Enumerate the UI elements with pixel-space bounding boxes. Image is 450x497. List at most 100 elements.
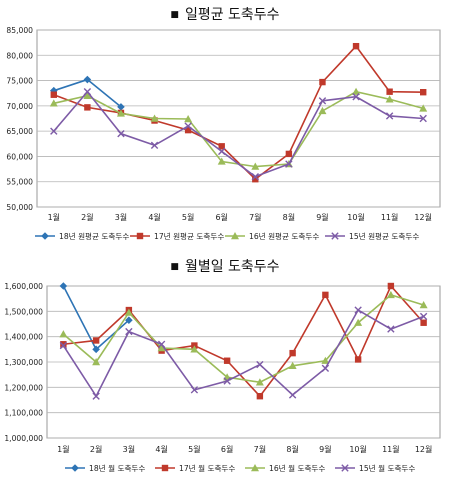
chart1-data-point-1 bbox=[50, 91, 57, 98]
chart2-ytick-label: 1,100,000 bbox=[4, 409, 43, 418]
chart2-data-point-3 bbox=[157, 340, 166, 348]
chart2-data-point-2 bbox=[288, 361, 297, 369]
chart1-xtick-label: 5월 bbox=[182, 212, 194, 222]
chart1-data-point-1 bbox=[386, 88, 393, 95]
title-bullet: ■ bbox=[170, 10, 179, 20]
chart2-xtick-label: 4월 bbox=[155, 444, 167, 454]
chart1-data-point-1 bbox=[84, 104, 91, 111]
chart2-ytick-label: 1,300,000 bbox=[4, 358, 43, 367]
chart2-data-point-3 bbox=[354, 306, 362, 314]
chart2-ytick-label: 1,400,000 bbox=[4, 333, 43, 342]
chart1-data-point-2 bbox=[419, 104, 428, 112]
chart1-data-point-0 bbox=[117, 103, 125, 111]
chart1-data-point-2 bbox=[150, 114, 159, 122]
chart1-data-point-1 bbox=[420, 89, 427, 96]
chart1-ytick-label: 50,000 bbox=[6, 203, 33, 212]
chart1-data-point-2 bbox=[184, 115, 193, 123]
chart1-data-point-3 bbox=[150, 141, 159, 149]
chart1-data-point-2 bbox=[318, 106, 327, 115]
chart2-data-point-3 bbox=[321, 364, 330, 373]
chart2-data-point-3 bbox=[223, 377, 231, 385]
chart2-data-point-1 bbox=[92, 337, 100, 344]
chart2-svg: 1,000,000 1,100,000 1,200,000 1,300,000 1,40… bbox=[4, 282, 441, 473]
chart1-data-point-2 bbox=[49, 99, 58, 107]
chart1-data-point-1 bbox=[218, 143, 225, 150]
chart1-legend-marker-3 bbox=[331, 232, 339, 240]
chart1-xtick-label: 11월 bbox=[381, 212, 399, 222]
chart1-xtick-label: 6월 bbox=[215, 212, 227, 222]
chart2-data-point-3 bbox=[256, 360, 264, 369]
chart1-ytick-label: 85,000 bbox=[6, 26, 33, 35]
chart1-legend-label-2: 16년 원평균 도축두수 bbox=[249, 231, 319, 241]
chart1-data-point-2 bbox=[217, 157, 226, 165]
chart1-ytick-label: 70,000 bbox=[6, 102, 33, 111]
chart2-data-point-2 bbox=[157, 344, 166, 352]
chart2-xtick-label: 8월 bbox=[286, 444, 298, 454]
chart1-xtick-label: 9월 bbox=[316, 212, 328, 222]
chart1-data-point-2 bbox=[83, 91, 92, 99]
chart1-data-point-1 bbox=[285, 150, 293, 158]
chart1-data-point-3 bbox=[419, 114, 427, 123]
chart2-ytick-label: 1,500,000 bbox=[4, 307, 43, 316]
chart1-xtick-label: 7월 bbox=[249, 212, 261, 222]
chart2-data-point-2 bbox=[419, 301, 428, 309]
chart1-data-point-1 bbox=[319, 78, 326, 86]
chart2-legend-label-2: 16년 월 도축두수 bbox=[269, 463, 325, 473]
chart1-ytick-label: 60,000 bbox=[6, 152, 33, 161]
chart1-xtick-label: 10월 bbox=[347, 212, 365, 222]
chart2-series-line-1 bbox=[63, 284, 425, 398]
chart1-data-point-0 bbox=[83, 75, 92, 84]
chart2-title: ■ 월별일 도축두수 bbox=[0, 256, 450, 276]
chart2-ytick-label: 1,000,000 bbox=[4, 434, 43, 443]
chart1-data-point-3 bbox=[285, 160, 293, 168]
chart1-series-line-3 bbox=[53, 90, 424, 178]
chart2-xtick-label: 10월 bbox=[349, 444, 367, 454]
chart1-xtick-label: 2월 bbox=[81, 212, 93, 222]
chart1-legend-label-3: 15년 원평균 도축두수 bbox=[349, 231, 419, 241]
chart1-ytick-label: 55,000 bbox=[6, 178, 33, 187]
chart2-data-point-3 bbox=[288, 391, 297, 399]
chart2-data-point-1 bbox=[354, 356, 362, 363]
chart2-data-point-1 bbox=[60, 341, 67, 348]
chart2-data-point-3 bbox=[190, 386, 199, 394]
chart2-ytick-label: 1,600,000 bbox=[4, 282, 43, 291]
chart2-data-point-3 bbox=[92, 392, 100, 400]
chart2-data-point-2 bbox=[386, 290, 395, 299]
chart1-data-point-3 bbox=[318, 97, 327, 105]
chart1-ytick-label: 75,000 bbox=[6, 77, 33, 86]
chart2-legend-marker-1 bbox=[161, 464, 169, 472]
chart2-data-point-2 bbox=[321, 356, 330, 364]
chart2-xtick-label: 9월 bbox=[319, 444, 331, 454]
chart1-data-point-3 bbox=[352, 93, 360, 101]
chart1-data-point-3 bbox=[83, 88, 92, 96]
chart2-data-point-1 bbox=[289, 349, 296, 357]
chart1-legend-marker-0 bbox=[41, 232, 49, 240]
chart1-legend-marker-2 bbox=[231, 232, 239, 240]
chart1-data-point-2 bbox=[352, 87, 361, 95]
chart2-xtick-label: 2월 bbox=[90, 444, 102, 454]
chart2-data-point-1 bbox=[223, 357, 231, 364]
chart2-data-point-3 bbox=[125, 327, 133, 336]
chart2-data-point-1 bbox=[420, 319, 427, 326]
chart2-data-point-1 bbox=[387, 282, 395, 290]
chart2-data-point-2 bbox=[92, 358, 101, 366]
chart2-data-point-3 bbox=[59, 341, 68, 350]
chart2-legend-label-0: 18년 월 도축두수 bbox=[89, 463, 145, 473]
chart2-data-point-2 bbox=[255, 378, 264, 386]
chart2-data-point-1 bbox=[256, 393, 264, 400]
chart1-data-point-3 bbox=[385, 112, 394, 120]
chart2-xtick-label: 5월 bbox=[188, 444, 200, 454]
chart2-legend-marker-2 bbox=[251, 464, 259, 472]
chart1-data-point-2 bbox=[385, 95, 394, 103]
chart1-ytick-label: 65,000 bbox=[6, 127, 33, 136]
chart1-data-point-3 bbox=[184, 122, 192, 130]
chart1-data-point-2 bbox=[116, 109, 125, 117]
chart2-data-point-1 bbox=[322, 291, 329, 299]
chart2-title-text: 월별일 도축두수 bbox=[184, 259, 280, 275]
chart2-ytick-label: 1,200,000 bbox=[4, 383, 43, 392]
chart1-legend-label-0: 18년 원평균 도축두수 bbox=[59, 231, 129, 241]
chart1-title: ■ 일평균 도축두수 bbox=[0, 4, 450, 24]
chart1-xtick-label: 8월 bbox=[283, 212, 295, 222]
chart1-data-point-2 bbox=[251, 162, 260, 170]
chart1-plot-area bbox=[36, 29, 441, 208]
